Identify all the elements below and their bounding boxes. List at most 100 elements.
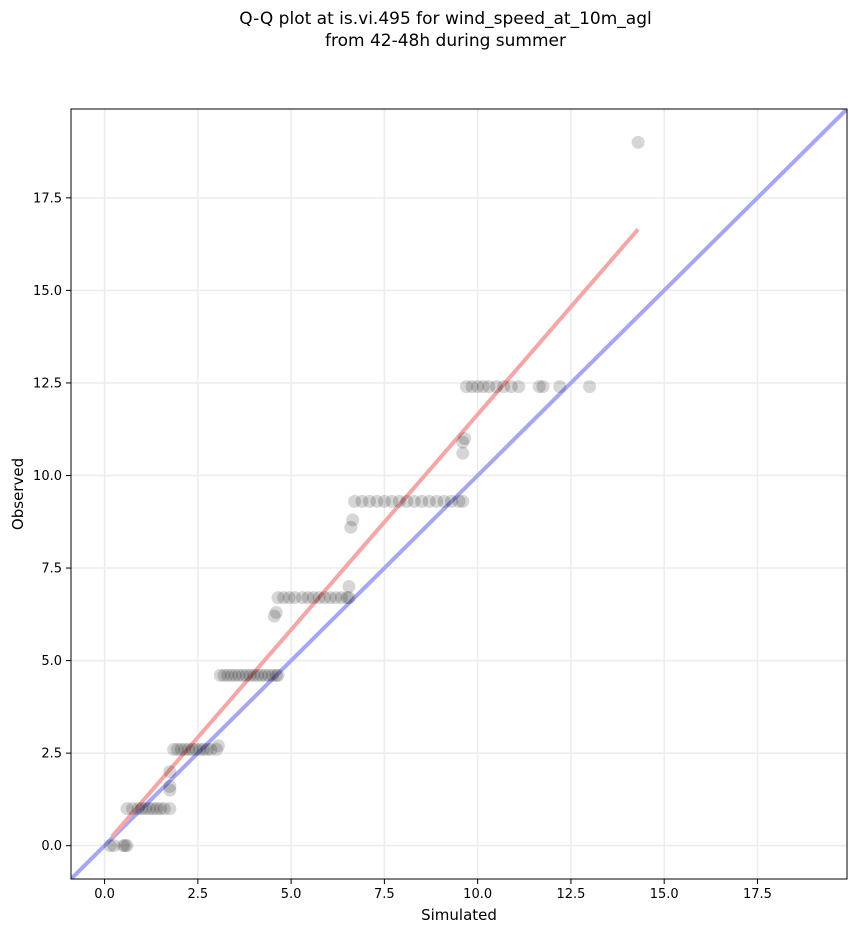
data-point	[232, 668, 246, 682]
data-point	[139, 802, 153, 816]
data-point	[196, 742, 210, 756]
data-point	[459, 380, 473, 394]
data-point	[262, 668, 276, 682]
x-tick-label: 5.0	[281, 887, 302, 902]
data-point	[107, 839, 121, 853]
data-point	[318, 591, 332, 605]
x-tick-label: 7.5	[374, 887, 395, 902]
data-point	[178, 742, 192, 756]
data-point	[150, 802, 164, 816]
data-point	[157, 802, 171, 816]
data-point	[269, 605, 283, 619]
data-point	[430, 494, 444, 508]
y-tick-label: 10.0	[33, 469, 62, 484]
data-point	[163, 765, 177, 779]
data-point	[271, 591, 285, 605]
data-point	[553, 380, 567, 394]
y-tick-label: 17.5	[33, 191, 62, 206]
data-point	[312, 591, 326, 605]
data-point	[329, 591, 343, 605]
data-point	[377, 494, 391, 508]
data-point	[236, 668, 250, 682]
data-point	[482, 380, 496, 394]
y-tick-label: 5.0	[41, 654, 62, 669]
data-point	[182, 742, 196, 756]
data-point	[131, 802, 145, 816]
data-point	[400, 494, 414, 508]
fit-line	[110, 228, 640, 838]
data-point	[342, 591, 356, 605]
data-point	[163, 802, 177, 816]
data-point	[213, 668, 227, 682]
data-point	[189, 742, 203, 756]
data-point	[269, 668, 283, 682]
data-point	[348, 494, 362, 508]
data-point	[301, 591, 315, 605]
data-point	[116, 839, 130, 853]
data-point	[282, 591, 296, 605]
data-point	[456, 446, 470, 460]
data-point	[532, 380, 546, 394]
data-point	[536, 380, 550, 394]
data-point	[251, 668, 265, 682]
data-point	[385, 494, 399, 508]
data-point	[200, 742, 214, 756]
data-point	[583, 380, 597, 394]
data-point	[392, 494, 406, 508]
data-point	[247, 668, 261, 682]
data-point	[512, 380, 526, 394]
data-point	[258, 668, 272, 682]
data-point	[243, 668, 257, 682]
y-tick-label: 7.5	[41, 562, 62, 577]
y-axis-ticks: 0.0 2.5 5.0 7.5 10.0 12.5 15.0 17.5	[33, 191, 71, 854]
chart-title-line2: from 42-48h during summer	[325, 31, 566, 51]
data-point	[458, 431, 472, 445]
x-tick-label: 12.5	[556, 887, 585, 902]
data-point	[422, 494, 436, 508]
data-point	[489, 380, 503, 394]
data-point	[204, 742, 218, 756]
data-point	[504, 380, 518, 394]
data-point	[185, 742, 199, 756]
data-point	[415, 494, 429, 508]
data-point	[154, 802, 168, 816]
chart-title-line1: Q-Q plot at is.vi.495 for wind_speed_at_…	[239, 9, 652, 29]
data-point	[217, 668, 231, 682]
data-point	[437, 494, 451, 508]
data-point	[355, 494, 369, 508]
data-point	[146, 802, 160, 816]
y-tick-label: 0.0	[41, 839, 62, 854]
data-point	[170, 742, 184, 756]
x-tick-label: 2.5	[188, 887, 209, 902]
plot-frame	[70, 108, 848, 880]
data-point	[370, 494, 384, 508]
data-point	[456, 435, 470, 449]
data-point	[471, 380, 485, 394]
data-point	[221, 668, 235, 682]
data-point	[631, 135, 645, 149]
y-tick-label: 12.5	[33, 376, 62, 391]
data-point	[224, 668, 238, 682]
x-tick-label: 15.0	[650, 887, 679, 902]
data-point	[126, 802, 140, 816]
data-point	[323, 591, 337, 605]
data-point	[340, 591, 354, 605]
data-point	[456, 494, 470, 508]
data-point	[167, 742, 181, 756]
data-point	[277, 591, 291, 605]
data-point	[452, 494, 466, 508]
chart-title: Q-Q plot at is.vi.495 for wind_speed_at_…	[0, 8, 856, 52]
data-point	[193, 742, 207, 756]
data-point	[228, 668, 242, 682]
data-point	[174, 742, 188, 756]
x-tick-label: 10.0	[463, 887, 492, 902]
x-tick-label: 17.5	[743, 887, 772, 902]
data-point	[445, 494, 459, 508]
data-point	[163, 783, 177, 797]
data-point	[271, 668, 285, 682]
data-point	[103, 839, 117, 853]
points-layer	[103, 135, 645, 853]
data-point	[120, 802, 134, 816]
x-axis-label: Simulated	[421, 906, 497, 924]
lines	[71, 109, 847, 879]
